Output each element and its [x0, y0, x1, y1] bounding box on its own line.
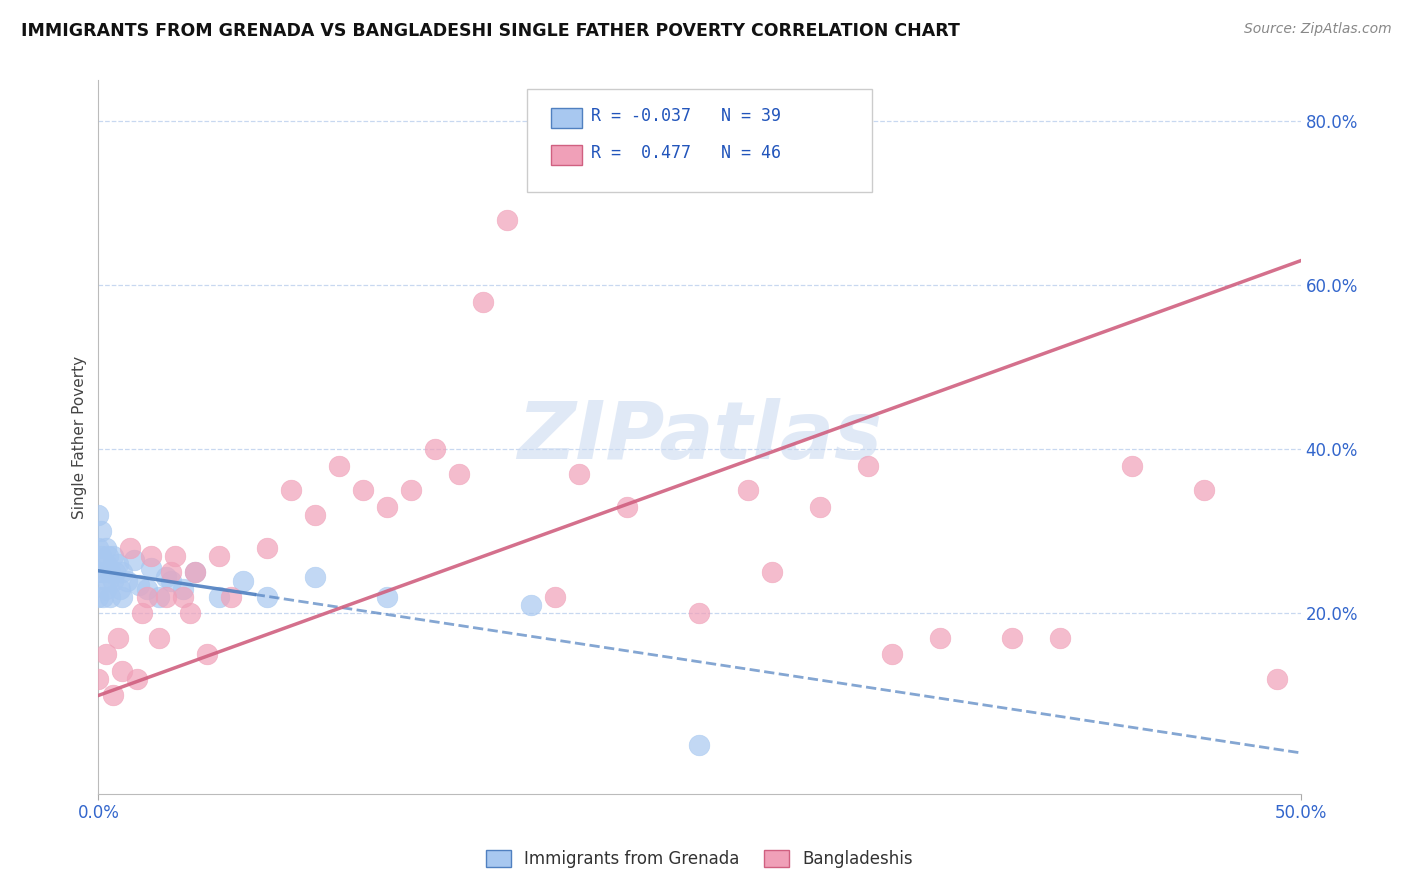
Point: [87, 672, 110, 686]
Point: [737, 483, 759, 498]
Point: [111, 664, 134, 678]
Point: [155, 569, 177, 583]
Point: [118, 541, 141, 555]
Point: [280, 483, 302, 498]
Point: [90, 549, 112, 563]
Point: [94, 582, 117, 596]
Point: [568, 467, 591, 481]
Point: [101, 574, 124, 588]
Point: [141, 561, 163, 575]
Point: [1265, 672, 1288, 686]
Point: [256, 590, 278, 604]
Point: [148, 631, 170, 645]
Point: [159, 566, 181, 580]
Text: R = -0.037   N = 39: R = -0.037 N = 39: [591, 107, 780, 125]
Point: [135, 590, 157, 604]
Point: [101, 689, 124, 703]
Point: [472, 294, 495, 309]
Point: [125, 672, 148, 686]
Point: [111, 590, 134, 604]
Point: [87, 566, 110, 580]
Point: [107, 631, 129, 645]
Point: [616, 500, 638, 514]
Point: [90, 524, 112, 539]
Point: [172, 590, 194, 604]
Point: [808, 500, 831, 514]
Point: [1194, 483, 1216, 498]
Point: [304, 569, 326, 583]
Point: [328, 458, 350, 473]
Point: [87, 590, 110, 604]
Point: [94, 558, 117, 572]
Point: [423, 442, 446, 457]
Point: [304, 508, 326, 522]
Point: [159, 574, 181, 588]
Point: [128, 578, 150, 592]
Point: [928, 631, 950, 645]
Point: [97, 549, 120, 563]
Point: [131, 607, 153, 621]
Point: [101, 549, 124, 563]
Point: [375, 500, 398, 514]
Point: [208, 549, 231, 563]
Point: [135, 582, 157, 596]
Point: [117, 574, 139, 588]
Point: [256, 541, 278, 555]
Point: [155, 590, 177, 604]
Point: [1001, 631, 1024, 645]
Point: [165, 549, 187, 563]
Point: [447, 467, 470, 481]
Point: [1049, 631, 1071, 645]
Point: [179, 607, 201, 621]
Point: [208, 590, 231, 604]
Point: [689, 738, 711, 752]
Point: [183, 566, 205, 580]
Point: [880, 648, 903, 662]
Point: [1121, 458, 1143, 473]
Point: [232, 574, 254, 588]
Point: [107, 558, 129, 572]
Point: [520, 599, 543, 613]
Point: [183, 566, 205, 580]
Point: [219, 590, 242, 604]
Text: ZIPatlas: ZIPatlas: [517, 398, 882, 476]
Point: [141, 549, 163, 563]
Point: [172, 582, 194, 596]
Point: [352, 483, 374, 498]
Point: [94, 541, 117, 555]
Point: [195, 648, 218, 662]
Point: [856, 458, 879, 473]
Point: [375, 590, 398, 604]
Point: [87, 508, 110, 522]
Point: [399, 483, 422, 498]
Point: [544, 590, 567, 604]
Point: [148, 590, 170, 604]
Point: [97, 574, 120, 588]
Point: [689, 607, 711, 621]
Point: [124, 553, 146, 567]
Point: [761, 566, 783, 580]
Point: [100, 590, 122, 604]
Point: [496, 212, 519, 227]
Point: [91, 566, 114, 580]
Point: [108, 582, 131, 596]
Y-axis label: Single Father Poverty: Single Father Poverty: [72, 356, 87, 518]
Point: [111, 566, 134, 580]
Point: [91, 590, 114, 604]
Legend: Immigrants from Grenada, Bangladeshis: Immigrants from Grenada, Bangladeshis: [479, 843, 920, 875]
Point: [100, 566, 122, 580]
Point: [104, 566, 127, 580]
Text: R =  0.477   N = 46: R = 0.477 N = 46: [591, 145, 780, 162]
Text: Source: ZipAtlas.com: Source: ZipAtlas.com: [1244, 22, 1392, 37]
Point: [94, 648, 117, 662]
Point: [87, 541, 110, 555]
Text: IMMIGRANTS FROM GRENADA VS BANGLADESHI SINGLE FATHER POVERTY CORRELATION CHART: IMMIGRANTS FROM GRENADA VS BANGLADESHI S…: [21, 22, 960, 40]
